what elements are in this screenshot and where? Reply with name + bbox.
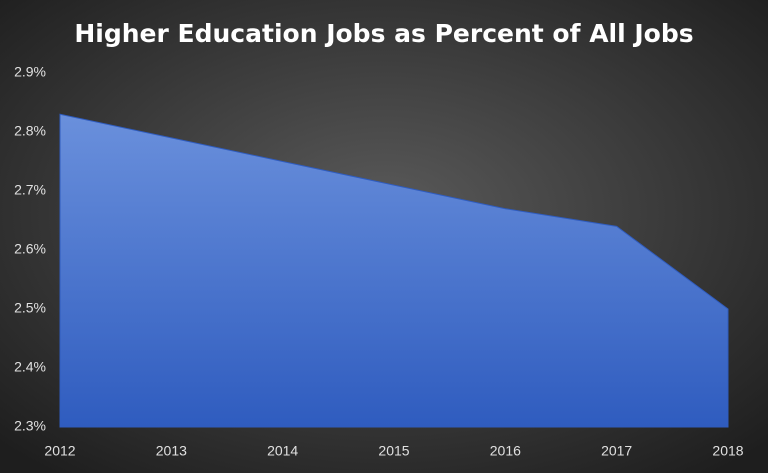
area: [59, 113, 729, 428]
x-tick-label: 2012: [44, 443, 75, 459]
y-tick-label: 2.5%: [14, 300, 46, 316]
y-tick-label: 2.7%: [14, 182, 46, 198]
chart-title: Higher Education Jobs as Percent of All …: [74, 19, 693, 48]
y-tick-label: 2.8%: [14, 123, 46, 139]
x-tick-label: 2018: [712, 443, 743, 459]
x-tick-label: 2017: [601, 443, 632, 459]
y-tick-label: 2.9%: [14, 64, 46, 80]
y-tick-label: 2.6%: [14, 241, 46, 257]
x-tick-label: 2013: [156, 443, 187, 459]
x-tick-label: 2016: [490, 443, 521, 459]
y-tick-label: 2.4%: [14, 359, 46, 375]
x-tick-label: 2014: [267, 443, 298, 459]
x-tick-label: 2015: [378, 443, 409, 459]
y-tick-label: 2.3%: [14, 418, 46, 434]
